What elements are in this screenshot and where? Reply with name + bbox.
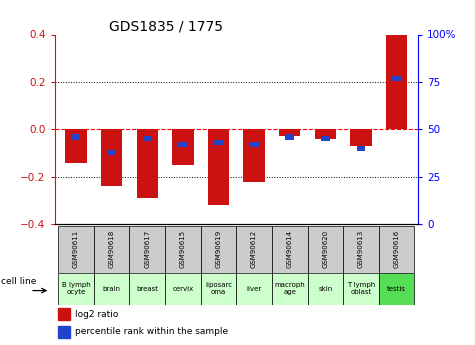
Bar — [172, 129, 194, 165]
Text: GSM90611: GSM90611 — [73, 230, 79, 268]
Bar — [101, 129, 123, 186]
Text: percentile rank within the sample: percentile rank within the sample — [75, 327, 228, 336]
Bar — [315, 129, 336, 139]
Bar — [129, 226, 165, 273]
Text: T lymph
oblast: T lymph oblast — [347, 283, 375, 295]
Text: liver: liver — [247, 286, 262, 292]
Bar — [285, 134, 294, 140]
Bar — [272, 226, 308, 273]
Text: GSM90616: GSM90616 — [394, 230, 399, 268]
Bar — [58, 273, 94, 305]
Bar — [65, 129, 86, 162]
Bar — [214, 140, 223, 145]
Text: cell line: cell line — [1, 277, 37, 286]
Bar — [201, 226, 237, 273]
Bar — [137, 129, 158, 198]
Text: macroph
age: macroph age — [275, 283, 305, 295]
Bar — [58, 326, 70, 338]
Bar — [379, 273, 414, 305]
Bar — [208, 129, 229, 205]
Text: GSM90615: GSM90615 — [180, 230, 186, 268]
Text: cervix: cervix — [172, 286, 193, 292]
Text: GDS1835 / 1775: GDS1835 / 1775 — [109, 19, 223, 33]
Text: GSM90619: GSM90619 — [216, 230, 221, 268]
Text: B lymph
ocyte: B lymph ocyte — [62, 283, 90, 295]
Bar — [129, 273, 165, 305]
Bar — [386, 34, 408, 129]
Bar — [237, 226, 272, 273]
Text: GSM90614: GSM90614 — [287, 230, 293, 268]
Text: brain: brain — [103, 286, 121, 292]
Bar — [244, 129, 265, 181]
Bar — [321, 136, 330, 141]
Bar — [343, 273, 379, 305]
Text: GSM90620: GSM90620 — [323, 230, 328, 268]
Text: GSM90618: GSM90618 — [109, 230, 114, 268]
Bar — [272, 273, 308, 305]
Bar — [165, 226, 200, 273]
Text: skin: skin — [318, 286, 332, 292]
Bar — [237, 273, 272, 305]
Text: testis: testis — [387, 286, 406, 292]
Bar — [165, 273, 200, 305]
Bar — [250, 142, 258, 147]
Text: breast: breast — [136, 286, 158, 292]
Bar — [392, 76, 401, 81]
Bar — [94, 273, 129, 305]
Bar — [343, 226, 379, 273]
Text: liposarc
oma: liposarc oma — [205, 283, 232, 295]
Text: log2 ratio: log2 ratio — [75, 310, 118, 319]
Text: GSM90612: GSM90612 — [251, 230, 257, 268]
Bar — [308, 226, 343, 273]
Bar — [58, 226, 94, 273]
Bar — [357, 146, 365, 151]
Bar — [107, 149, 116, 155]
Bar — [379, 226, 414, 273]
Bar — [179, 142, 187, 147]
Bar — [351, 129, 372, 146]
Bar — [143, 136, 152, 141]
Bar — [201, 273, 237, 305]
Bar — [94, 226, 129, 273]
Bar — [58, 308, 70, 321]
Text: GSM90617: GSM90617 — [144, 230, 150, 268]
Text: GSM90613: GSM90613 — [358, 230, 364, 268]
Bar — [279, 129, 301, 137]
Bar — [308, 273, 343, 305]
Bar — [72, 134, 80, 140]
